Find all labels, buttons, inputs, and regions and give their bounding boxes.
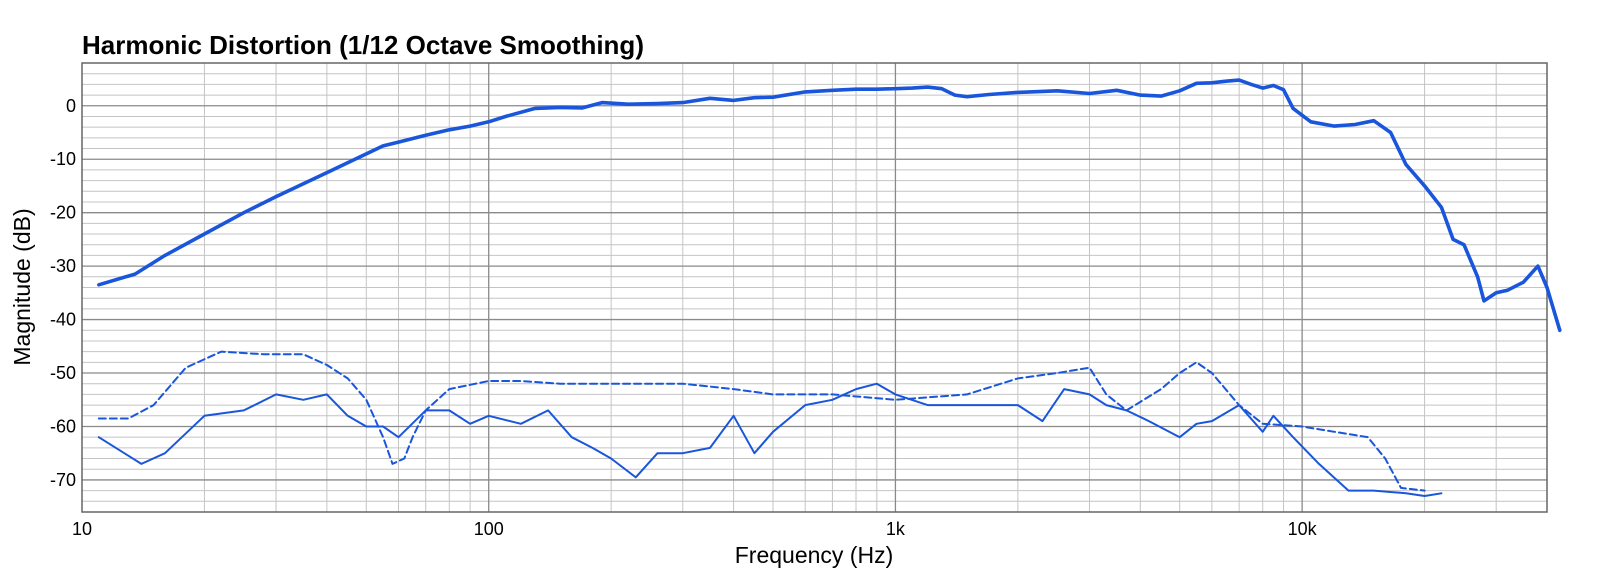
chart-title: Harmonic Distortion (1/12 Octave Smoothi… (82, 30, 644, 60)
y-tick-label: -70 (50, 470, 76, 490)
y-tick-label: -10 (50, 149, 76, 169)
x-tick-label: 1k (886, 519, 906, 539)
x-tick-labels: 10 100 1k 10k (72, 519, 1318, 539)
y-tick-label: -30 (50, 256, 76, 276)
series-layer (97, 78, 1562, 497)
x-tick-label: 10 (72, 519, 92, 539)
x-tick-label: 10k (1288, 519, 1318, 539)
x-axis-label: Frequency (Hz) (735, 542, 893, 568)
y-tick-label: -60 (50, 416, 76, 436)
series-line-solid-thick (97, 78, 1562, 333)
y-tick-labels: 0 -10 -20 -30 -40 -50 -60 -70 (50, 96, 76, 490)
x-tick-label: 100 (474, 519, 504, 539)
y-axis-label: Magnitude (dB) (9, 208, 35, 365)
y-tick-label: -20 (50, 203, 76, 223)
y-tick-label: 0 (66, 96, 76, 116)
y-tick-label: -40 (50, 310, 76, 330)
major-grid (82, 63, 1547, 512)
minor-grid (82, 62, 1547, 513)
y-tick-label: -50 (50, 363, 76, 383)
series-line-solid-thin (97, 382, 1443, 497)
